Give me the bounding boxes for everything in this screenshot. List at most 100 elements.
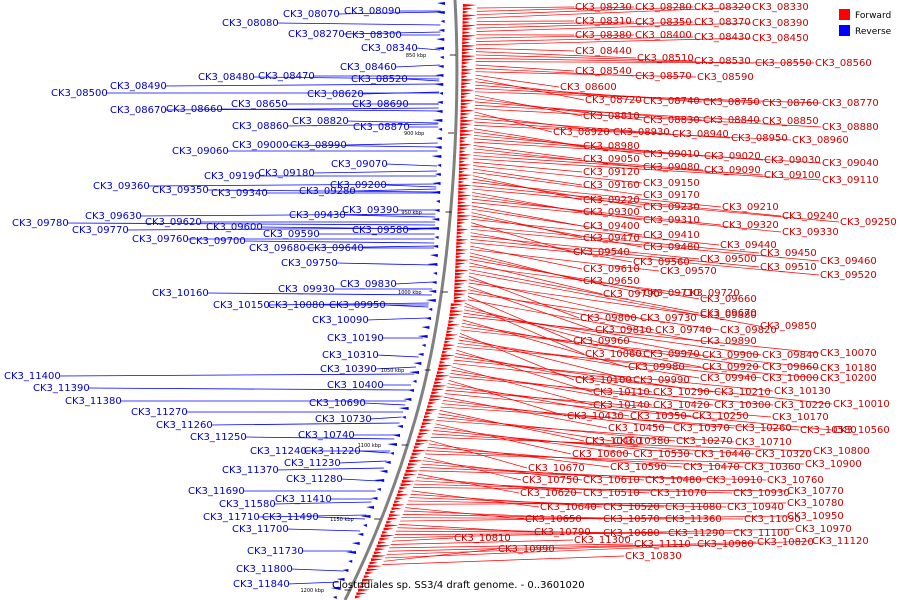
forward-connector <box>470 235 700 260</box>
forward-connector <box>453 359 774 392</box>
forward-gene-feature <box>421 422 432 426</box>
genome-backbone <box>343 0 459 600</box>
gene-label-forward: CK3_09900 <box>702 350 759 361</box>
reverse-gene-feature <box>433 272 438 275</box>
reverse-gene-feature <box>429 254 438 257</box>
gene-label-forward: CK3_09820 <box>720 325 777 336</box>
reverse-gene-feature <box>407 389 414 392</box>
forward-gene-feature <box>359 585 366 589</box>
reverse-gene-feature <box>362 524 367 527</box>
forward-gene-feature <box>458 184 473 188</box>
forward-gene-feature <box>370 558 383 562</box>
forward-gene-feature <box>458 180 465 184</box>
forward-gene-feature <box>443 344 456 347</box>
kbp-tick-label: 950 kbp <box>401 210 421 216</box>
forward-connector <box>475 54 694 62</box>
reverse-connector <box>287 581 339 585</box>
legend: Forward Reverse <box>839 9 892 37</box>
forward-connector <box>476 6 694 16</box>
reverse-connector <box>260 226 435 230</box>
gene-label-reverse: CK3_09390 <box>342 205 399 216</box>
forward-connector <box>471 202 782 233</box>
reverse-gene-feature <box>437 65 444 68</box>
gene-label-forward: CK3_09740 <box>655 325 712 336</box>
gene-label-reverse: CK3_11400 <box>4 371 61 382</box>
gene-label-forward: CK3_10640 <box>540 502 597 513</box>
gene-label-forward: CK3_10110 <box>593 387 650 398</box>
forward-connector <box>476 22 752 32</box>
forward-connector <box>468 279 640 319</box>
gene-label-forward: CK3_09470 <box>583 233 640 244</box>
forward-gene-feature <box>356 592 367 596</box>
gene-label-forward: CK3_09540 <box>573 247 630 258</box>
gene-label-forward: CK3_11300 <box>574 535 631 546</box>
gene-label-reverse: CK3_08300 <box>345 30 402 41</box>
gene-label-forward: CK3_09880 <box>700 310 757 321</box>
label-connectors <box>58 6 840 585</box>
gene-label-forward: CK3_08310 <box>575 16 632 27</box>
gene-label-forward: CK3_09790 <box>603 289 660 300</box>
reverse-connector <box>405 78 440 82</box>
reverse-connector <box>147 183 437 187</box>
forward-connector <box>447 383 630 417</box>
forward-gene-feature <box>447 327 456 330</box>
forward-gene-feature <box>378 541 387 545</box>
forward-connector <box>469 265 683 294</box>
forward-gene-feature <box>454 289 469 293</box>
forward-connector <box>473 155 764 176</box>
reverse-gene-feature <box>366 506 375 509</box>
forward-connector <box>383 548 498 562</box>
forward-gene-feature <box>376 544 391 548</box>
gene-label-forward: CK3_09170 <box>643 190 700 201</box>
gene-label-forward: CK3_10910 <box>706 475 763 486</box>
gene-label-forward: CK3_09850 <box>760 321 817 332</box>
forward-connector <box>476 21 694 29</box>
forward-gene-feature <box>461 89 476 92</box>
gene-label-reverse: CK3_11230 <box>284 458 341 469</box>
forward-gene-feature <box>427 405 434 409</box>
gene-label-reverse: CK3_10090 <box>312 315 369 326</box>
gene-label-forward: CK3_10450 <box>608 423 665 434</box>
reverse-connector <box>66 222 435 226</box>
gene-label-forward: CK3_09730 <box>640 313 697 324</box>
gene-label-forward: CK3_10370 <box>673 423 730 434</box>
forward-gene-feature <box>375 548 386 551</box>
reverse-connector <box>303 245 435 249</box>
gene-label-reverse: CK3_08990 <box>290 140 347 151</box>
gene-label-forward: CK3_10270 <box>676 436 733 447</box>
forward-connector <box>442 399 673 429</box>
forward-connector <box>457 346 820 379</box>
forward-connector <box>474 128 583 147</box>
forward-gene-feature <box>354 595 361 599</box>
gene-label-forward: CK3_08370 <box>694 17 751 28</box>
reverse-connector <box>361 91 440 95</box>
kbp-tick-label: 1000 kbp <box>398 290 422 296</box>
gene-label-forward: CK3_09080 <box>643 162 700 173</box>
forward-connector <box>385 540 812 559</box>
gene-label-reverse: CK3_08500 <box>51 88 108 99</box>
reverse-connector <box>267 302 429 306</box>
forward-gene-feature <box>462 4 477 7</box>
forward-gene-feature <box>406 466 415 470</box>
forward-connector <box>476 21 635 26</box>
gene-label-forward: CK3_09800 <box>580 313 637 324</box>
gene-label-forward: CK3_10990 <box>498 544 555 555</box>
forward-gene-feature <box>455 272 466 276</box>
gene-label-reverse: CK3_08340 <box>361 43 418 54</box>
gene-label-forward: CK3_10810 <box>454 533 511 544</box>
gene-label-forward: CK3_10980 <box>697 539 754 550</box>
forward-gene-feature <box>455 259 470 262</box>
gene-label-forward: CK3_08750 <box>703 97 760 108</box>
gene-label-reverse: CK3_09780 <box>12 218 69 229</box>
reverse-connector <box>369 416 402 420</box>
forward-connector <box>469 249 660 272</box>
forward-gene-feature <box>449 313 462 317</box>
gene-label-forward: CK3_08720 <box>585 95 642 106</box>
gene-label-forward: CK3_11070 <box>650 488 707 499</box>
forward-gene-feature <box>448 316 457 320</box>
forward-gene-feature <box>454 276 463 279</box>
gene-label-reverse: CK3_08670 <box>110 105 167 116</box>
gene-label-forward: CK3_09920 <box>702 362 759 373</box>
forward-connector <box>430 436 813 452</box>
gene-label-reverse: CK3_09600 <box>206 222 263 233</box>
